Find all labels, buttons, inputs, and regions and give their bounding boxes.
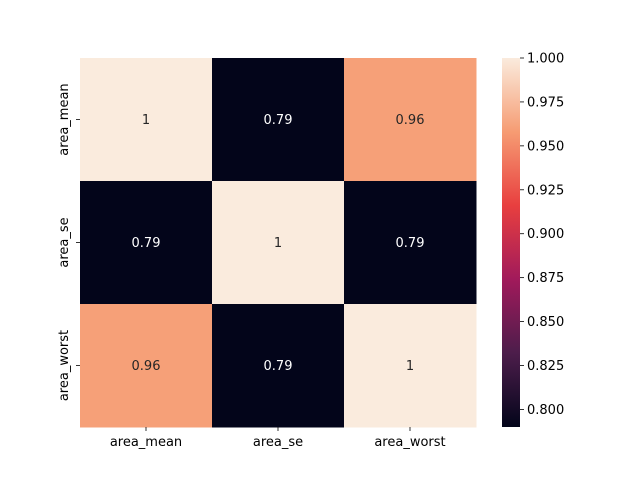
y-tick-label: area_mean — [57, 83, 72, 155]
colorbar-tick-label: 0.975 — [527, 95, 564, 110]
cell-value-label: 0.79 — [264, 113, 293, 128]
heatmap-cell-area_worst-area_se — [212, 304, 345, 428]
heatmap-cell-labels: 1 0.79 0.96 0.79 1 0.79 0.96 0.79 1 — [132, 113, 425, 374]
cell-value-label: 0.79 — [132, 236, 161, 251]
cell-value-label: 0.96 — [396, 113, 425, 128]
cell-value-label: 0.79 — [396, 236, 425, 251]
y-axis: area_mean area_se area_worst — [57, 83, 80, 401]
cell-value-label: 0.79 — [264, 359, 293, 374]
colorbar-tick-label: 0.900 — [527, 227, 564, 242]
heatmap-cell-area_mean-area_se — [212, 58, 345, 182]
heatmap-cells — [80, 58, 477, 428]
colorbar-tick-label: 0.825 — [527, 359, 564, 374]
colorbar-tick-label: 0.950 — [527, 139, 564, 154]
x-tick-label: area_worst — [374, 435, 445, 450]
colorbar-tick-label: 0.875 — [527, 271, 564, 286]
colorbar: 0.800 0.825 0.850 0.875 0.900 0.925 0.950 0.975… — [502, 52, 564, 427]
cell-value-label: 1 — [142, 113, 150, 128]
heatmap-cell-area_mean-area_mean — [80, 58, 213, 182]
heatmap-cell-area_se-area_mean — [80, 181, 213, 305]
colorbar-tick-label: 1.000 — [527, 52, 564, 67]
cell-value-label: 1 — [274, 236, 282, 251]
y-tick-label: area_worst — [57, 330, 72, 401]
x-axis: area_mean area_se area_worst — [110, 427, 446, 450]
colorbar-gradient — [502, 58, 520, 427]
y-tick-label: area_se — [57, 217, 72, 267]
heatmap-cell-area_se-area_se — [212, 181, 345, 305]
x-tick-label: area_mean — [110, 435, 182, 450]
heatmap-cell-area_worst-area_worst — [344, 304, 477, 428]
heatmap-cell-area_mean-area_worst — [344, 58, 477, 182]
x-tick-label: area_se — [253, 435, 303, 450]
heatmap-cell-area_se-area_worst — [344, 181, 477, 305]
colorbar-tick-label: 0.800 — [527, 403, 564, 418]
colorbar-tick-label: 0.850 — [527, 315, 564, 330]
colorbar-tick-label: 0.925 — [527, 183, 564, 198]
cell-value-label: 1 — [406, 359, 414, 374]
heatmap-cell-area_worst-area_mean — [80, 304, 213, 428]
cell-value-label: 0.96 — [132, 359, 161, 374]
